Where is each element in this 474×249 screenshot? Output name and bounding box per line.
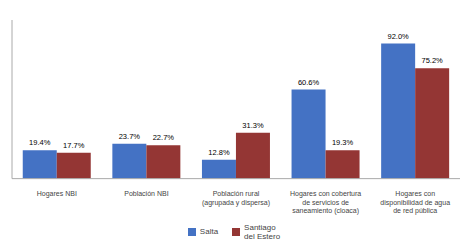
svg-text:Población rural(agrupada y dis: Población rural(agrupada y dispersa) <box>202 190 270 206</box>
svg-text:Hogares condisponibilidad de a: Hogares condisponibilidad de aguade red … <box>380 190 450 215</box>
html-text:Salta: Salta <box>199 227 219 237</box>
svg-text:60.6%: 60.6% <box>298 78 320 87</box>
svg-text:Hogares NBI: Hogares NBI <box>37 190 77 198</box>
svg-text:31.3%: 31.3% <box>242 121 264 130</box>
svg-text:22.7%: 22.7% <box>153 133 175 142</box>
svg-text:19.4%: 19.4% <box>29 138 51 147</box>
svg-text:23.7%: 23.7% <box>119 132 141 141</box>
html-text:Santiago del Estero: Santiago del Estero <box>244 222 281 241</box>
svg-text:75.2%: 75.2% <box>422 56 444 65</box>
svg-text:12.8%: 12.8% <box>208 148 230 157</box>
svg-text:Población NBI: Población NBI <box>124 190 168 197</box>
svg-text:Hogares con coberturade servic: Hogares con coberturade servicios desane… <box>290 190 361 215</box>
svg-text:92.0%: 92.0% <box>388 32 410 41</box>
svg-text:17.7%: 17.7% <box>63 141 85 150</box>
svg-text:19.3%: 19.3% <box>332 138 354 147</box>
